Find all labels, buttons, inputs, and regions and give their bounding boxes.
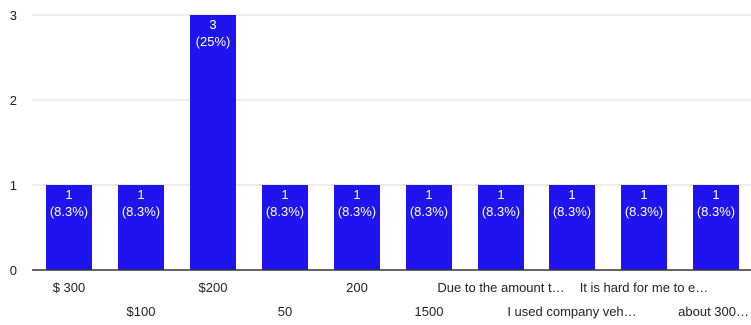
bar-value-label: 1 bbox=[65, 187, 72, 202]
bar-percent-label: (25%) bbox=[196, 34, 231, 49]
bar-value-label: 1 bbox=[640, 187, 647, 202]
bar bbox=[262, 185, 308, 270]
bar-percent-label: (8.3%) bbox=[122, 204, 160, 219]
x-tick-label: Due to the amount t… bbox=[437, 280, 564, 295]
y-tick-label: 1 bbox=[10, 178, 17, 193]
bar bbox=[549, 185, 595, 270]
x-tick-label: 50 bbox=[278, 304, 292, 319]
x-tick-label: I used company veh… bbox=[507, 304, 636, 319]
y-tick-label: 2 bbox=[10, 93, 17, 108]
x-tick-label: It is hard for me to e… bbox=[580, 280, 709, 295]
bar-percent-label: (8.3%) bbox=[50, 204, 88, 219]
x-tick-label: $200 bbox=[199, 280, 228, 295]
bar bbox=[118, 185, 164, 270]
bar bbox=[334, 185, 380, 270]
x-tick-label: $100 bbox=[127, 304, 156, 319]
bar-value-label: 1 bbox=[497, 187, 504, 202]
bar-percent-label: (8.3%) bbox=[266, 204, 304, 219]
bar-value-label: 3 bbox=[209, 17, 216, 32]
x-tick-label: $ 300 bbox=[53, 280, 86, 295]
x-tick-label: about 300… bbox=[678, 304, 749, 319]
bar bbox=[693, 185, 739, 270]
bar-value-label: 1 bbox=[568, 187, 575, 202]
bar-percent-label: (8.3%) bbox=[553, 204, 591, 219]
bar-value-label: 1 bbox=[712, 187, 719, 202]
bar bbox=[46, 185, 92, 270]
x-tick-label: 1500 bbox=[415, 304, 444, 319]
bar bbox=[406, 185, 452, 270]
bar bbox=[190, 15, 236, 270]
bar-value-label: 1 bbox=[137, 187, 144, 202]
bar-value-label: 1 bbox=[281, 187, 288, 202]
y-tick-label: 3 bbox=[10, 8, 17, 23]
y-tick-label: 0 bbox=[10, 263, 17, 278]
bar-percent-label: (8.3%) bbox=[697, 204, 735, 219]
bar-percent-label: (8.3%) bbox=[625, 204, 663, 219]
bar-value-label: 1 bbox=[353, 187, 360, 202]
bar-percent-label: (8.3%) bbox=[410, 204, 448, 219]
bar bbox=[478, 185, 524, 270]
bar bbox=[621, 185, 667, 270]
bar-percent-label: (8.3%) bbox=[482, 204, 520, 219]
x-tick-label: 200 bbox=[346, 280, 368, 295]
bar-percent-label: (8.3%) bbox=[338, 204, 376, 219]
bar-value-label: 1 bbox=[425, 187, 432, 202]
